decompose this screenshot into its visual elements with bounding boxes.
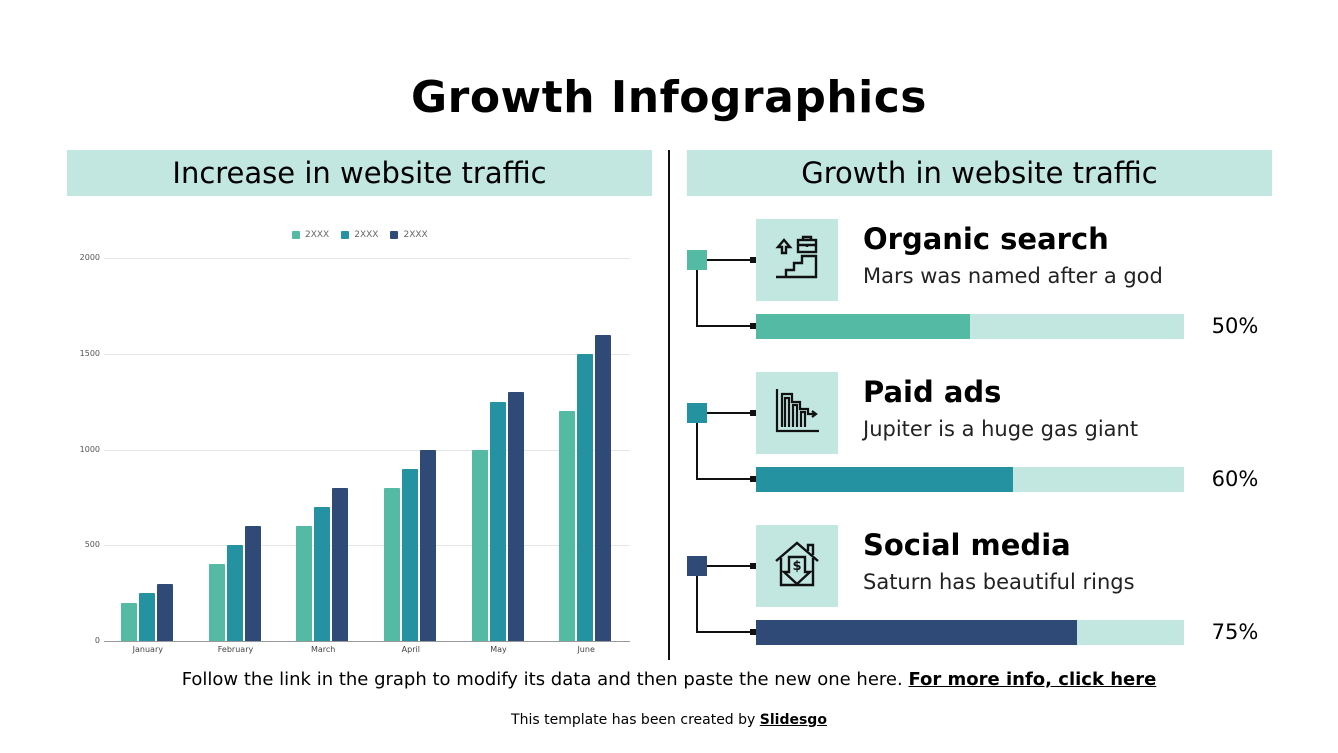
x-tick-label: May	[490, 645, 507, 654]
more-info-link[interactable]: For more info, click here	[908, 669, 1157, 690]
icon-box	[756, 372, 838, 454]
legend-item: 2XXX	[292, 230, 329, 240]
x-tick-label: February	[217, 645, 254, 654]
connector-line	[707, 565, 753, 567]
bar[interactable]	[120, 602, 137, 641]
progress-track	[756, 467, 1184, 492]
bar[interactable]	[138, 593, 155, 641]
bullet-square	[687, 403, 707, 423]
legend-item: 2XXX	[341, 230, 378, 240]
legend-item: 2XXX	[390, 230, 428, 240]
connector-line	[696, 423, 698, 480]
progress-track	[756, 314, 1184, 339]
y-tick-label: 500	[84, 540, 100, 550]
footer-note-text: Follow the link in the graph to modify i…	[181, 669, 909, 690]
item-title: Social media	[863, 528, 1071, 562]
bar[interactable]	[577, 353, 594, 641]
vertical-divider	[668, 150, 670, 660]
item-description: Saturn has beautiful rings	[863, 570, 1135, 594]
item-description: Jupiter is a huge gas giant	[863, 417, 1139, 441]
item-description: Mars was named after a god	[863, 264, 1163, 288]
connector-dot	[750, 323, 756, 329]
connector-line	[696, 576, 698, 633]
item-title: Organic search	[863, 222, 1109, 256]
credit-text: This template has been created by	[511, 712, 760, 728]
bar[interactable]	[383, 487, 400, 641]
connector-dot	[750, 410, 756, 416]
connector-line	[696, 478, 753, 480]
footer-credit: This template has been created by Slides…	[0, 712, 1338, 728]
bar[interactable]	[226, 545, 243, 641]
chart-legend: 2XXX 2XXX 2XXX	[292, 230, 428, 240]
gridline	[104, 449, 630, 451]
x-tick-label: March	[310, 645, 336, 654]
legend-label: 2XXX	[305, 230, 330, 240]
slidesgo-link[interactable]: Slidesgo	[759, 712, 827, 728]
left-panel-heading: Increase in website traffic	[67, 150, 652, 196]
connector-dot	[750, 563, 756, 569]
bullet-square	[687, 556, 707, 576]
progress-fill	[756, 620, 1077, 645]
bar[interactable]	[332, 487, 349, 641]
bar-chart-decline-arrow-icon	[772, 386, 822, 440]
right-panel-heading: Growth in website traffic	[687, 150, 1272, 196]
bullet-square	[687, 250, 707, 270]
gridline	[104, 545, 630, 547]
house-dollar-down-icon: $	[772, 539, 822, 593]
progress-fill	[756, 314, 970, 339]
bar[interactable]	[401, 468, 418, 641]
connector-line	[707, 259, 753, 261]
y-tick-label: 1000	[79, 444, 100, 454]
x-axis	[104, 641, 630, 642]
connector-line	[696, 631, 753, 633]
legend-swatch	[341, 231, 350, 239]
bar[interactable]	[208, 564, 225, 641]
bar[interactable]	[559, 411, 576, 641]
progress-percent: 50%	[1211, 314, 1259, 338]
legend-swatch	[292, 231, 300, 239]
gridline	[104, 353, 630, 355]
connector-line	[707, 412, 753, 414]
progress-percent: 60%	[1211, 467, 1259, 491]
x-tick-label: April	[401, 645, 420, 654]
item-title: Paid ads	[863, 375, 1002, 409]
legend-label: 2XXX	[403, 230, 428, 240]
progress-track	[756, 620, 1184, 645]
connector-dot	[750, 257, 756, 263]
y-tick-label: 1500	[79, 348, 100, 358]
bar[interactable]	[471, 449, 488, 641]
bar[interactable]	[489, 401, 506, 641]
bar[interactable]	[296, 526, 313, 641]
icon-box: $	[756, 525, 838, 607]
bar[interactable]	[419, 449, 436, 641]
bar[interactable]	[156, 583, 173, 641]
connector-line	[696, 325, 753, 327]
svg-text:$: $	[792, 559, 801, 574]
footer-note: Follow the link in the graph to modify i…	[0, 669, 1338, 690]
bar-chart[interactable]: 2XXX 2XXX 2XXX 0 500 1000 1500 2000 January Febr…	[70, 220, 640, 660]
legend-label: 2XXX	[354, 230, 379, 240]
bar[interactable]	[595, 334, 612, 641]
career-stairs-briefcase-icon	[772, 233, 822, 287]
connector-dot	[750, 629, 756, 635]
bar[interactable]	[314, 506, 331, 641]
bar[interactable]	[507, 392, 524, 641]
bar[interactable]	[244, 526, 261, 641]
x-tick-label: January	[132, 645, 163, 654]
connector-dot	[750, 476, 756, 482]
connector-line	[696, 270, 698, 327]
progress-percent: 75%	[1211, 620, 1259, 644]
progress-fill	[756, 467, 1013, 492]
page-title: Growth Infographics	[411, 72, 927, 123]
legend-swatch	[390, 231, 399, 239]
gridline	[104, 258, 630, 259]
icon-box	[756, 219, 838, 301]
y-tick-label: 2000	[79, 253, 100, 262]
y-tick-label: 0	[94, 636, 100, 645]
x-tick-label: June	[577, 645, 595, 654]
